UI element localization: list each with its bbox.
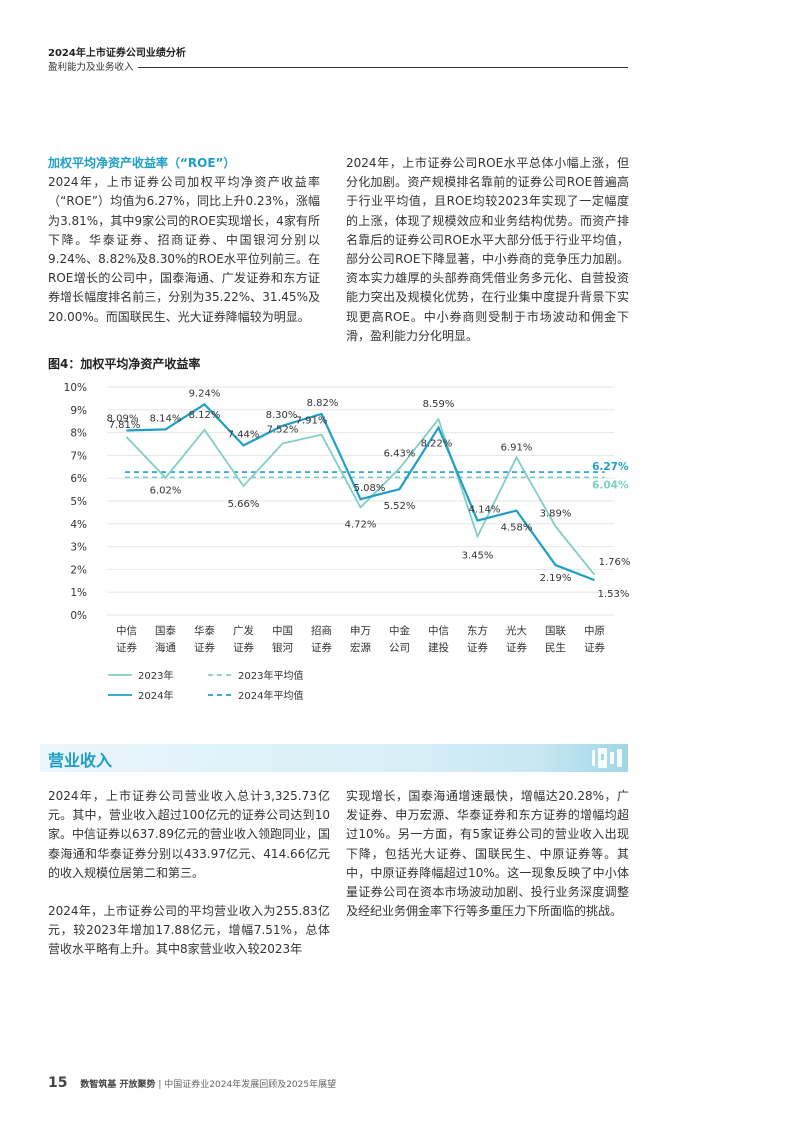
y-tick-label: 3% xyxy=(70,542,87,554)
data-label-0-6: 4.72% xyxy=(345,519,377,530)
y-tick-label: 7% xyxy=(70,450,87,462)
x-tick-label-line2: 证券 xyxy=(233,641,254,654)
roe-line-chart: 0% 1% 2% 3% 4% 5% 6% 7% 8% 9% 10% 6.04% 6.27% 7.81%… xyxy=(64,382,631,702)
x-tick-label-line2: 宏源 xyxy=(350,641,371,654)
data-label-1-2: 9.24% xyxy=(189,388,221,399)
x-tick-label-line1: 华泰 xyxy=(194,624,215,637)
data-label-1-1: 8.14% xyxy=(150,413,182,424)
y-tick-label: 10% xyxy=(64,382,87,394)
data-label-0-2: 8.12% xyxy=(189,410,221,421)
data-label-0-1: 6.02% xyxy=(150,486,182,497)
average-label-1: 6.27% xyxy=(592,461,629,473)
figure-label: 图4：加权平均净资产收益率 xyxy=(48,357,201,371)
header-subtitle: 盈利能力及业务收入 xyxy=(48,62,134,73)
x-tick-label-line1: 东方 xyxy=(467,624,488,637)
data-label-1-10: 4.58% xyxy=(501,523,533,534)
x-tick-label-line2: 公司 xyxy=(389,642,410,654)
x-tick-label-line2: 证券 xyxy=(506,641,527,654)
y-tick-label: 1% xyxy=(70,587,87,599)
page-number: 15 xyxy=(48,1075,68,1091)
data-label-0-5: 7.91% xyxy=(296,416,328,427)
data-label-0-9: 3.45% xyxy=(462,550,494,561)
roe-heading: 加权平均净资产收益率（“ROE”） xyxy=(48,156,236,170)
data-label-1-3: 7.44% xyxy=(228,429,260,440)
revenue-left-paragraph-1: 2024年，上市证券公司营业收入总计3,325.73亿元。其中，营业收入超过10… xyxy=(48,789,330,880)
y-tick-label: 6% xyxy=(70,473,87,485)
y-tick-label: 2% xyxy=(70,564,87,576)
y-tick-label: 8% xyxy=(70,428,87,440)
x-tick-label-line1: 中金 xyxy=(389,624,410,637)
data-label-0-7: 6.43% xyxy=(384,448,416,459)
average-label-0: 6.04% xyxy=(592,479,629,491)
revenue-left-paragraph-2: 2024年，上市证券公司的平均营业收入为255.83亿元，较2023年增加17.… xyxy=(48,904,330,957)
x-tick-label-line1: 光大 xyxy=(506,624,527,637)
y-tick-label: 5% xyxy=(70,496,87,508)
x-tick-label-line1: 中信 xyxy=(116,624,137,637)
revenue-right-paragraph: 实现增长，国泰海通增速最快，增幅达20.28%，广发证券、申万宏源、华泰证券和东… xyxy=(346,789,629,919)
data-label-0-12: 1.76% xyxy=(599,557,631,568)
data-label-1-6: 5.08% xyxy=(354,483,386,494)
roe-right-paragraph: 2024年，上市证券公司ROE水平总体小幅上涨，但分化加剧。资产规模排名靠前的证… xyxy=(346,156,629,343)
data-label-0-11: 3.89% xyxy=(540,508,572,519)
legend-label-2: 2024年 xyxy=(138,689,173,702)
data-label-0-3: 5.66% xyxy=(228,499,260,510)
chart-gridlines xyxy=(107,386,614,616)
x-tick-label-line2: 民生 xyxy=(545,641,566,654)
data-label-0-0: 7.81% xyxy=(109,420,141,431)
band-decoration-icon xyxy=(592,748,622,768)
revenue-section-title: 营业收入 xyxy=(48,751,113,770)
data-label-1-12: 1.53% xyxy=(598,589,630,600)
x-tick-label-line1: 中原 xyxy=(584,624,605,637)
x-tick-label-line1: 广发 xyxy=(233,624,254,637)
revenue-section-band: 营业收入 xyxy=(40,744,628,772)
x-tick-label-line1: 国联 xyxy=(545,625,566,637)
data-label-0-8: 8.59% xyxy=(423,399,455,410)
y-tick-label: 9% xyxy=(70,405,87,417)
data-label-0-10: 6.91% xyxy=(501,442,533,453)
footer-separator: | xyxy=(158,1080,162,1090)
data-label-1-9: 4.14% xyxy=(469,505,501,516)
x-tick-label-line1: 国泰 xyxy=(155,624,176,637)
x-tick-label-line2: 银河 xyxy=(272,641,293,654)
x-tick-label-line2: 证券 xyxy=(311,641,332,654)
x-tick-label-line2: 建投 xyxy=(428,641,449,654)
footer-brand: 数智筑基 开放聚势 xyxy=(80,1080,156,1090)
data-label-1-5: 8.82% xyxy=(307,398,339,409)
data-label-1-4: 8.30% xyxy=(266,410,298,421)
x-tick-label-line2: 海通 xyxy=(155,641,176,654)
x-tick-label-line1: 招商 xyxy=(311,624,332,637)
data-label-1-7: 5.52% xyxy=(384,501,416,512)
legend-label-1: 2023年平均值 xyxy=(238,669,303,682)
chart-series xyxy=(125,402,596,582)
revenue-right-column: 实现增长，国泰海通增速最快，增幅达20.28%，广发证券、申万宏源、华泰证券和东… xyxy=(346,787,629,921)
data-label-1-11: 2.19% xyxy=(540,573,572,584)
x-tick-label-line2: 证券 xyxy=(116,641,137,654)
x-tick-label-line1: 申万 xyxy=(350,624,371,637)
y-tick-label: 0% xyxy=(70,610,87,622)
chart-legend: 2023年 2023年平均值 2024年 2024年平均值 xyxy=(108,669,303,702)
header-title: 2024年上市证券公司业绩分析 xyxy=(48,48,186,59)
roe-left-column: 加权平均净资产收益率（“ROE”） 2024年，上市证券公司加权平均净资产收益率… xyxy=(48,154,320,327)
x-tick-label-line2: 证券 xyxy=(194,641,215,654)
footer-publication: 中国证券业2024年发展回顾及2025年展望 xyxy=(164,1080,337,1090)
x-tick-label-line1: 中信 xyxy=(428,624,449,637)
data-label-1-0: 8.09% xyxy=(107,414,139,425)
chart-y-ticks: 0% 1% 2% 3% 4% 5% 6% 7% 8% 9% 10% xyxy=(64,382,87,622)
revenue-left-column: 2024年，上市证券公司营业收入总计3,325.73亿元。其中，营业收入超过10… xyxy=(48,787,330,960)
x-tick-label-line1: 中国 xyxy=(272,624,293,637)
roe-right-column: 2024年，上市证券公司ROE水平总体小幅上涨，但分化加剧。资产规模排名靠前的证… xyxy=(346,154,629,346)
legend-label-3: 2024年平均值 xyxy=(238,689,303,702)
header-rule xyxy=(138,67,628,68)
x-tick-label-line2: 证券 xyxy=(584,641,605,654)
legend-label-0: 2023年 xyxy=(138,669,173,682)
data-label-1-8: 8.22% xyxy=(421,439,453,450)
chart-data-labels: 7.81% 6.02% 8.12% 5.66% 7.52%7.91% 4.72% 6.43%… xyxy=(107,388,631,600)
x-tick-label-line2: 证券 xyxy=(467,641,488,654)
y-tick-label: 4% xyxy=(70,519,87,531)
roe-left-paragraph: 2024年，上市证券公司加权平均净资产收益率（“ROE”）均值为6.27%，同比… xyxy=(48,175,320,324)
page-footer: 15 数智筑基 开放聚势 | 中国证券业2024年发展回顾及2025年展望 xyxy=(48,1075,336,1091)
data-label-0-4: 7.52% xyxy=(267,425,299,436)
